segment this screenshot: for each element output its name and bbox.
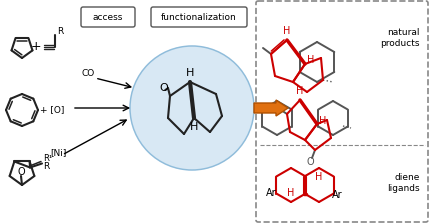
FancyArrow shape bbox=[254, 100, 288, 116]
Text: natural
products: natural products bbox=[381, 28, 420, 48]
Text: R: R bbox=[57, 27, 63, 37]
Text: H: H bbox=[283, 26, 291, 36]
Text: H: H bbox=[186, 68, 194, 78]
Circle shape bbox=[130, 46, 254, 170]
Text: H: H bbox=[307, 55, 314, 65]
Text: O: O bbox=[306, 157, 314, 167]
Text: CO: CO bbox=[82, 70, 95, 78]
Text: + [O]: + [O] bbox=[40, 105, 64, 114]
Text: +: + bbox=[31, 41, 41, 54]
Text: H: H bbox=[287, 188, 295, 198]
Text: H: H bbox=[315, 172, 322, 182]
Text: diene
ligands: diene ligands bbox=[387, 173, 420, 193]
FancyBboxPatch shape bbox=[151, 7, 247, 27]
Text: [Ni]: [Ni] bbox=[50, 149, 66, 157]
Text: R: R bbox=[43, 162, 49, 171]
Text: Ar: Ar bbox=[332, 190, 342, 200]
FancyBboxPatch shape bbox=[81, 7, 135, 27]
Text: O: O bbox=[17, 167, 25, 177]
Text: H: H bbox=[190, 122, 198, 132]
Text: H: H bbox=[319, 116, 326, 126]
Text: functionalization: functionalization bbox=[161, 12, 237, 21]
Text: R¹: R¹ bbox=[43, 154, 52, 163]
Text: H: H bbox=[296, 86, 304, 96]
FancyBboxPatch shape bbox=[256, 1, 428, 222]
Text: Ar: Ar bbox=[266, 188, 276, 198]
Text: O: O bbox=[160, 83, 169, 93]
Text: access: access bbox=[93, 12, 123, 21]
